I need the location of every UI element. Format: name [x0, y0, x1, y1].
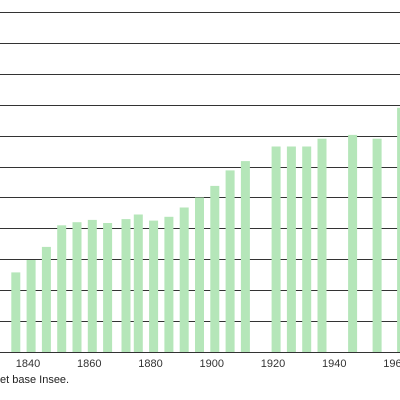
x-tick-label: 1940	[322, 358, 346, 370]
bar-1906	[225, 170, 235, 352]
bar-1851	[57, 225, 67, 352]
x-tick-label: 1920	[261, 358, 285, 370]
bar-1962	[397, 107, 400, 352]
bar-1866	[103, 223, 113, 352]
bar-1872	[121, 219, 131, 352]
bar-1876	[133, 214, 143, 352]
x-tick-label: 1880	[138, 358, 162, 370]
bar-1881	[149, 220, 159, 352]
bar-1926	[286, 146, 296, 352]
bar-1911	[240, 161, 250, 352]
bar-1886	[164, 216, 174, 352]
bar-1856	[72, 222, 82, 352]
bar-1861	[87, 219, 97, 352]
x-tick-label: 1900	[200, 358, 224, 370]
bar-1841	[26, 260, 36, 352]
bar-1936	[317, 138, 327, 352]
x-tick-label: 1840	[16, 358, 40, 370]
x-axis: 1840 1860 1880 1900 1920 1940 1960	[16, 358, 400, 370]
bar-1954	[372, 138, 382, 352]
bar-1901	[210, 185, 220, 352]
bar-1946	[348, 134, 358, 352]
source-note: et base Insee.	[0, 374, 70, 386]
bars	[11, 107, 400, 352]
bar-1836	[11, 272, 21, 352]
bar-1921	[271, 146, 281, 352]
x-tick-label: 1860	[77, 358, 101, 370]
bar-1931	[302, 146, 312, 352]
bar-1846	[41, 246, 51, 352]
bar-1891	[179, 207, 189, 352]
bar-1896	[195, 197, 204, 352]
x-tick-label: 1960	[383, 358, 400, 370]
